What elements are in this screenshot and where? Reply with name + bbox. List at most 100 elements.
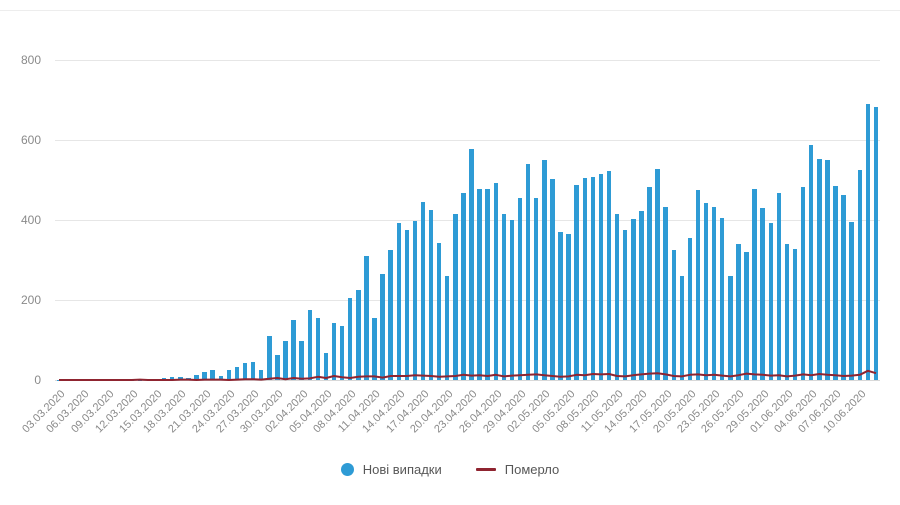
bar-31.05.2020	[776, 192, 782, 380]
bar-30.05.2020	[768, 222, 774, 380]
bar-02.06.2020	[792, 248, 798, 380]
bar-12.05.2020	[622, 230, 628, 380]
bar-19.04.2020	[436, 242, 442, 380]
bar-06.04.2020	[331, 322, 337, 380]
bar-09.05.2020	[598, 174, 604, 380]
bar-29.05.2020	[760, 208, 765, 380]
bar-17.05.2020	[663, 206, 668, 380]
bar-14.05.2020	[639, 211, 644, 380]
bar-23.05.2020	[711, 207, 717, 380]
deaths-line-icon	[475, 468, 496, 471]
bar-13.05.2020	[631, 219, 636, 380]
plot-wrap: 0 200 400 600 800 03.03.2020 06.03.2020 09.03.…	[20, 53, 880, 435]
bar-05.04.2020	[323, 352, 329, 380]
bar-23.04.2020	[469, 148, 474, 380]
bar-01.06.2020	[784, 244, 790, 380]
top-divider	[0, 10, 900, 11]
bar-05.05.2020	[566, 233, 571, 380]
bar-30.03.2020	[275, 355, 280, 380]
bar-25.04.2020	[485, 188, 490, 380]
bar-24.05.2020	[720, 217, 725, 380]
bar-26.03.2020	[242, 362, 248, 380]
bar-17.04.2020	[420, 202, 426, 380]
bar-20.05.2020	[687, 238, 693, 380]
bar-27.05.2020	[744, 251, 749, 380]
bar-15.05.2020	[647, 186, 652, 380]
bar-20.04.2020	[445, 275, 450, 380]
bar-03.05.2020	[550, 179, 555, 380]
bar-27.03.2020	[250, 361, 256, 380]
bar-26.05.2020	[736, 244, 741, 380]
bar-25.05.2020	[728, 276, 733, 380]
bar-01.05.2020	[534, 198, 539, 380]
y-tick-label-0: 0	[34, 373, 41, 387]
bar-10.06.2020	[857, 170, 862, 380]
bar-12.06.2020	[873, 106, 879, 380]
bar-02.05.2020	[542, 160, 547, 380]
y-tick-label-200: 200	[20, 293, 41, 307]
bar-26.04.2020	[493, 183, 499, 380]
bar-19.05.2020	[679, 276, 685, 380]
bar-09.06.2020	[849, 222, 854, 380]
x-axis-labels: 03.03.2020 06.03.2020 09.03.2020 12.03.2020…	[20, 380, 880, 450]
bar-24.04.2020	[477, 189, 482, 380]
bar-18.04.2020	[428, 210, 434, 380]
bar-04.04.2020	[315, 318, 321, 380]
bar-08.05.2020	[590, 176, 596, 380]
bar-29.04.2020	[517, 197, 523, 380]
bar-01.04.2020	[291, 320, 296, 380]
bar-04.06.2020	[809, 144, 814, 380]
bar-09.04.2020	[356, 290, 361, 380]
bar-15.04.2020	[404, 230, 410, 380]
y-tick-label-600: 600	[20, 133, 41, 147]
bar-12.04.2020	[380, 273, 385, 380]
bar-18.05.2020	[671, 250, 676, 380]
bar-03.06.2020	[800, 186, 806, 380]
bar-08.06.2020	[841, 194, 846, 380]
bar-22.05.2020	[703, 203, 709, 380]
bar-08.04.2020	[347, 297, 353, 380]
gridline-600	[55, 140, 880, 141]
bar-07.06.2020	[833, 186, 838, 380]
bar-06.05.2020	[574, 185, 579, 380]
bar-28.05.2020	[752, 189, 757, 380]
bar-07.04.2020	[339, 326, 345, 380]
bar-28.04.2020	[509, 219, 515, 380]
bar-30.04.2020	[525, 164, 531, 380]
bar-25.03.2020	[234, 367, 240, 380]
bar-10.05.2020	[606, 171, 612, 380]
chart-legend: Нові випадки Померло	[0, 462, 900, 477]
bar-02.04.2020	[299, 341, 304, 380]
bar-13.04.2020	[388, 250, 393, 380]
bar-06.06.2020	[825, 160, 830, 380]
legend-item-deaths[interactable]: Померло	[475, 462, 560, 477]
legend-item-new-cases[interactable]: Нові випадки	[340, 462, 442, 477]
bar-04.05.2020	[558, 231, 563, 380]
bar-05.06.2020	[817, 158, 822, 380]
y-tick-label-400: 400	[20, 213, 41, 227]
bar-07.05.2020	[582, 178, 587, 380]
y-tick-label-800: 800	[20, 53, 41, 67]
bar-27.04.2020	[501, 214, 507, 380]
bar-11.06.2020	[865, 104, 871, 380]
bar-21.04.2020	[453, 214, 458, 380]
bar-29.03.2020	[267, 336, 272, 380]
new-cases-dot-icon	[340, 463, 354, 476]
gridline-200	[55, 300, 880, 301]
bar-22.03.2020	[210, 369, 215, 380]
bar-16.05.2020	[655, 168, 660, 380]
legend-new-cases-label: Нові випадки	[362, 462, 442, 477]
bar-22.04.2020	[461, 193, 466, 380]
gridline-800	[55, 60, 880, 61]
bar-28.03.2020	[259, 369, 264, 380]
bar-03.04.2020	[307, 310, 312, 380]
bar-31.03.2020	[283, 341, 288, 380]
bar-16.04.2020	[412, 221, 418, 380]
plot-area: 0 200 400 600 800	[21, 53, 880, 387]
bar-10.04.2020	[364, 255, 369, 380]
bar-14.04.2020	[396, 223, 401, 380]
bar-11.05.2020	[614, 213, 620, 380]
legend-deaths-label: Померло	[504, 462, 560, 477]
bar-11.04.2020	[372, 318, 377, 380]
